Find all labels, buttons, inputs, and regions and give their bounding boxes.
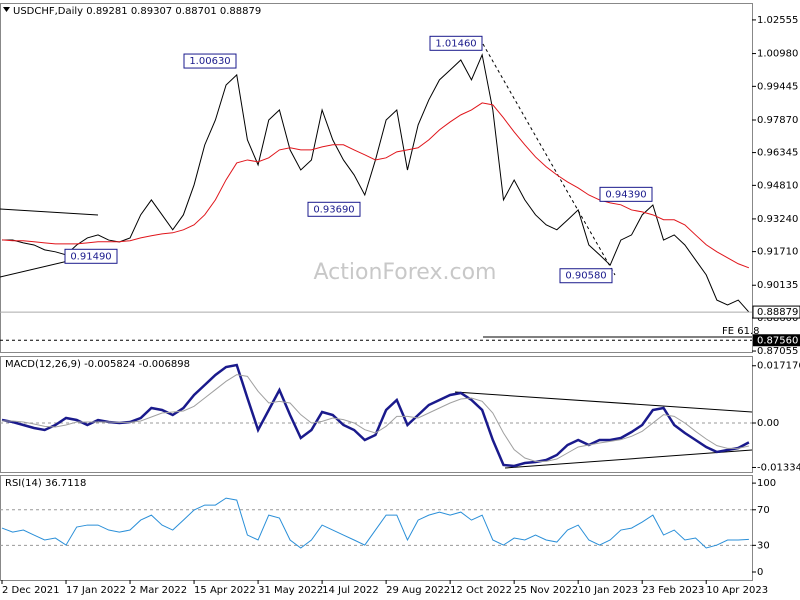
rsi-frame [0, 475, 753, 581]
y-tick-label: 0.99445 [757, 81, 798, 92]
x-tick-label: 25 Nov 2022 [514, 585, 578, 596]
panel-title: MACD(12,26,9) -0.005824 -0.006898 [5, 359, 190, 370]
annotation-label: 1.01460 [435, 38, 476, 49]
x-tick-label: 15 Apr 2022 [194, 585, 256, 596]
fe-label: FE 61.8 [722, 326, 760, 337]
annotation-box [307, 201, 361, 217]
y-tick-label: -0.01334 [757, 462, 800, 473]
series-line [2, 374, 750, 462]
annotation-box [183, 53, 237, 69]
x-tick-label: 2 Mar 2022 [130, 585, 187, 596]
panel-frames [0, 3, 753, 581]
y-tick-label: 0.97870 [757, 115, 798, 126]
annotation-label: 1.00630 [189, 56, 230, 67]
x-tick-label: 14 Jul 2022 [322, 585, 379, 596]
panel-title: USDCHF,Daily 0.89281 0.89307 0.88701 0.8… [13, 6, 261, 17]
panel-title: RSI(14) 36.7118 [5, 478, 86, 489]
level-label: 0.87560 [757, 335, 798, 346]
y-tick-label: 0 [757, 567, 763, 578]
annotation-box [429, 35, 483, 51]
price-box [752, 305, 800, 319]
y-tick-label: 70 [757, 505, 770, 516]
annotation-label: 0.93690 [313, 204, 354, 215]
trendline [482, 43, 616, 276]
x-tick-label: 17 Jan 2022 [66, 585, 126, 596]
price-frame [0, 3, 753, 353]
annotation-label: 0.91490 [70, 251, 111, 262]
series-line [1, 102, 750, 269]
annotation-box [64, 248, 118, 264]
annotation-label: 0.90580 [565, 271, 606, 282]
x-tick-label: 12 Oct 2022 [450, 585, 512, 596]
y-tick-label: 100 [757, 478, 776, 489]
y-tick-label: 1.00980 [757, 49, 798, 60]
watermark: ActionForex.com [314, 260, 497, 285]
y-tick-label: 30 [757, 540, 770, 551]
annotation-label: 0.94390 [605, 189, 646, 200]
series-line [1, 497, 749, 549]
x-tick-label: 10 Apr 2023 [706, 585, 768, 596]
y-tick-label: 0.00 [757, 418, 779, 429]
trendline [504, 449, 753, 469]
y-tick-label: 0.87055 [757, 346, 798, 357]
x-tick-label: 23 Feb 2023 [642, 585, 704, 596]
trendline [0, 208, 99, 216]
x-tick-label: 10 Jan 2023 [578, 585, 638, 596]
y-tick-label: 0.93240 [757, 214, 798, 225]
x-tick-label: 31 May 2022 [258, 585, 323, 596]
trendline [454, 391, 753, 413]
x-tick-label: 29 Aug 2022 [386, 585, 450, 596]
price-label: 0.88879 [757, 307, 798, 318]
macd-frame [0, 356, 753, 473]
menu-icon [3, 7, 10, 12]
y-tick-label: 0.017176 [757, 361, 800, 372]
y-tick-label: 1.02555 [757, 15, 798, 26]
y-tick-label: 0.96345 [757, 148, 798, 159]
y-tick-label: 0.94810 [757, 180, 798, 191]
y-tick-label: 0.91710 [757, 247, 798, 258]
annotation-box [559, 268, 613, 284]
x-tick-label: 2 Dec 2021 [2, 585, 60, 596]
annotation-box [599, 186, 653, 202]
y-tick-label: 0.90135 [757, 280, 798, 291]
level-box [753, 334, 800, 347]
